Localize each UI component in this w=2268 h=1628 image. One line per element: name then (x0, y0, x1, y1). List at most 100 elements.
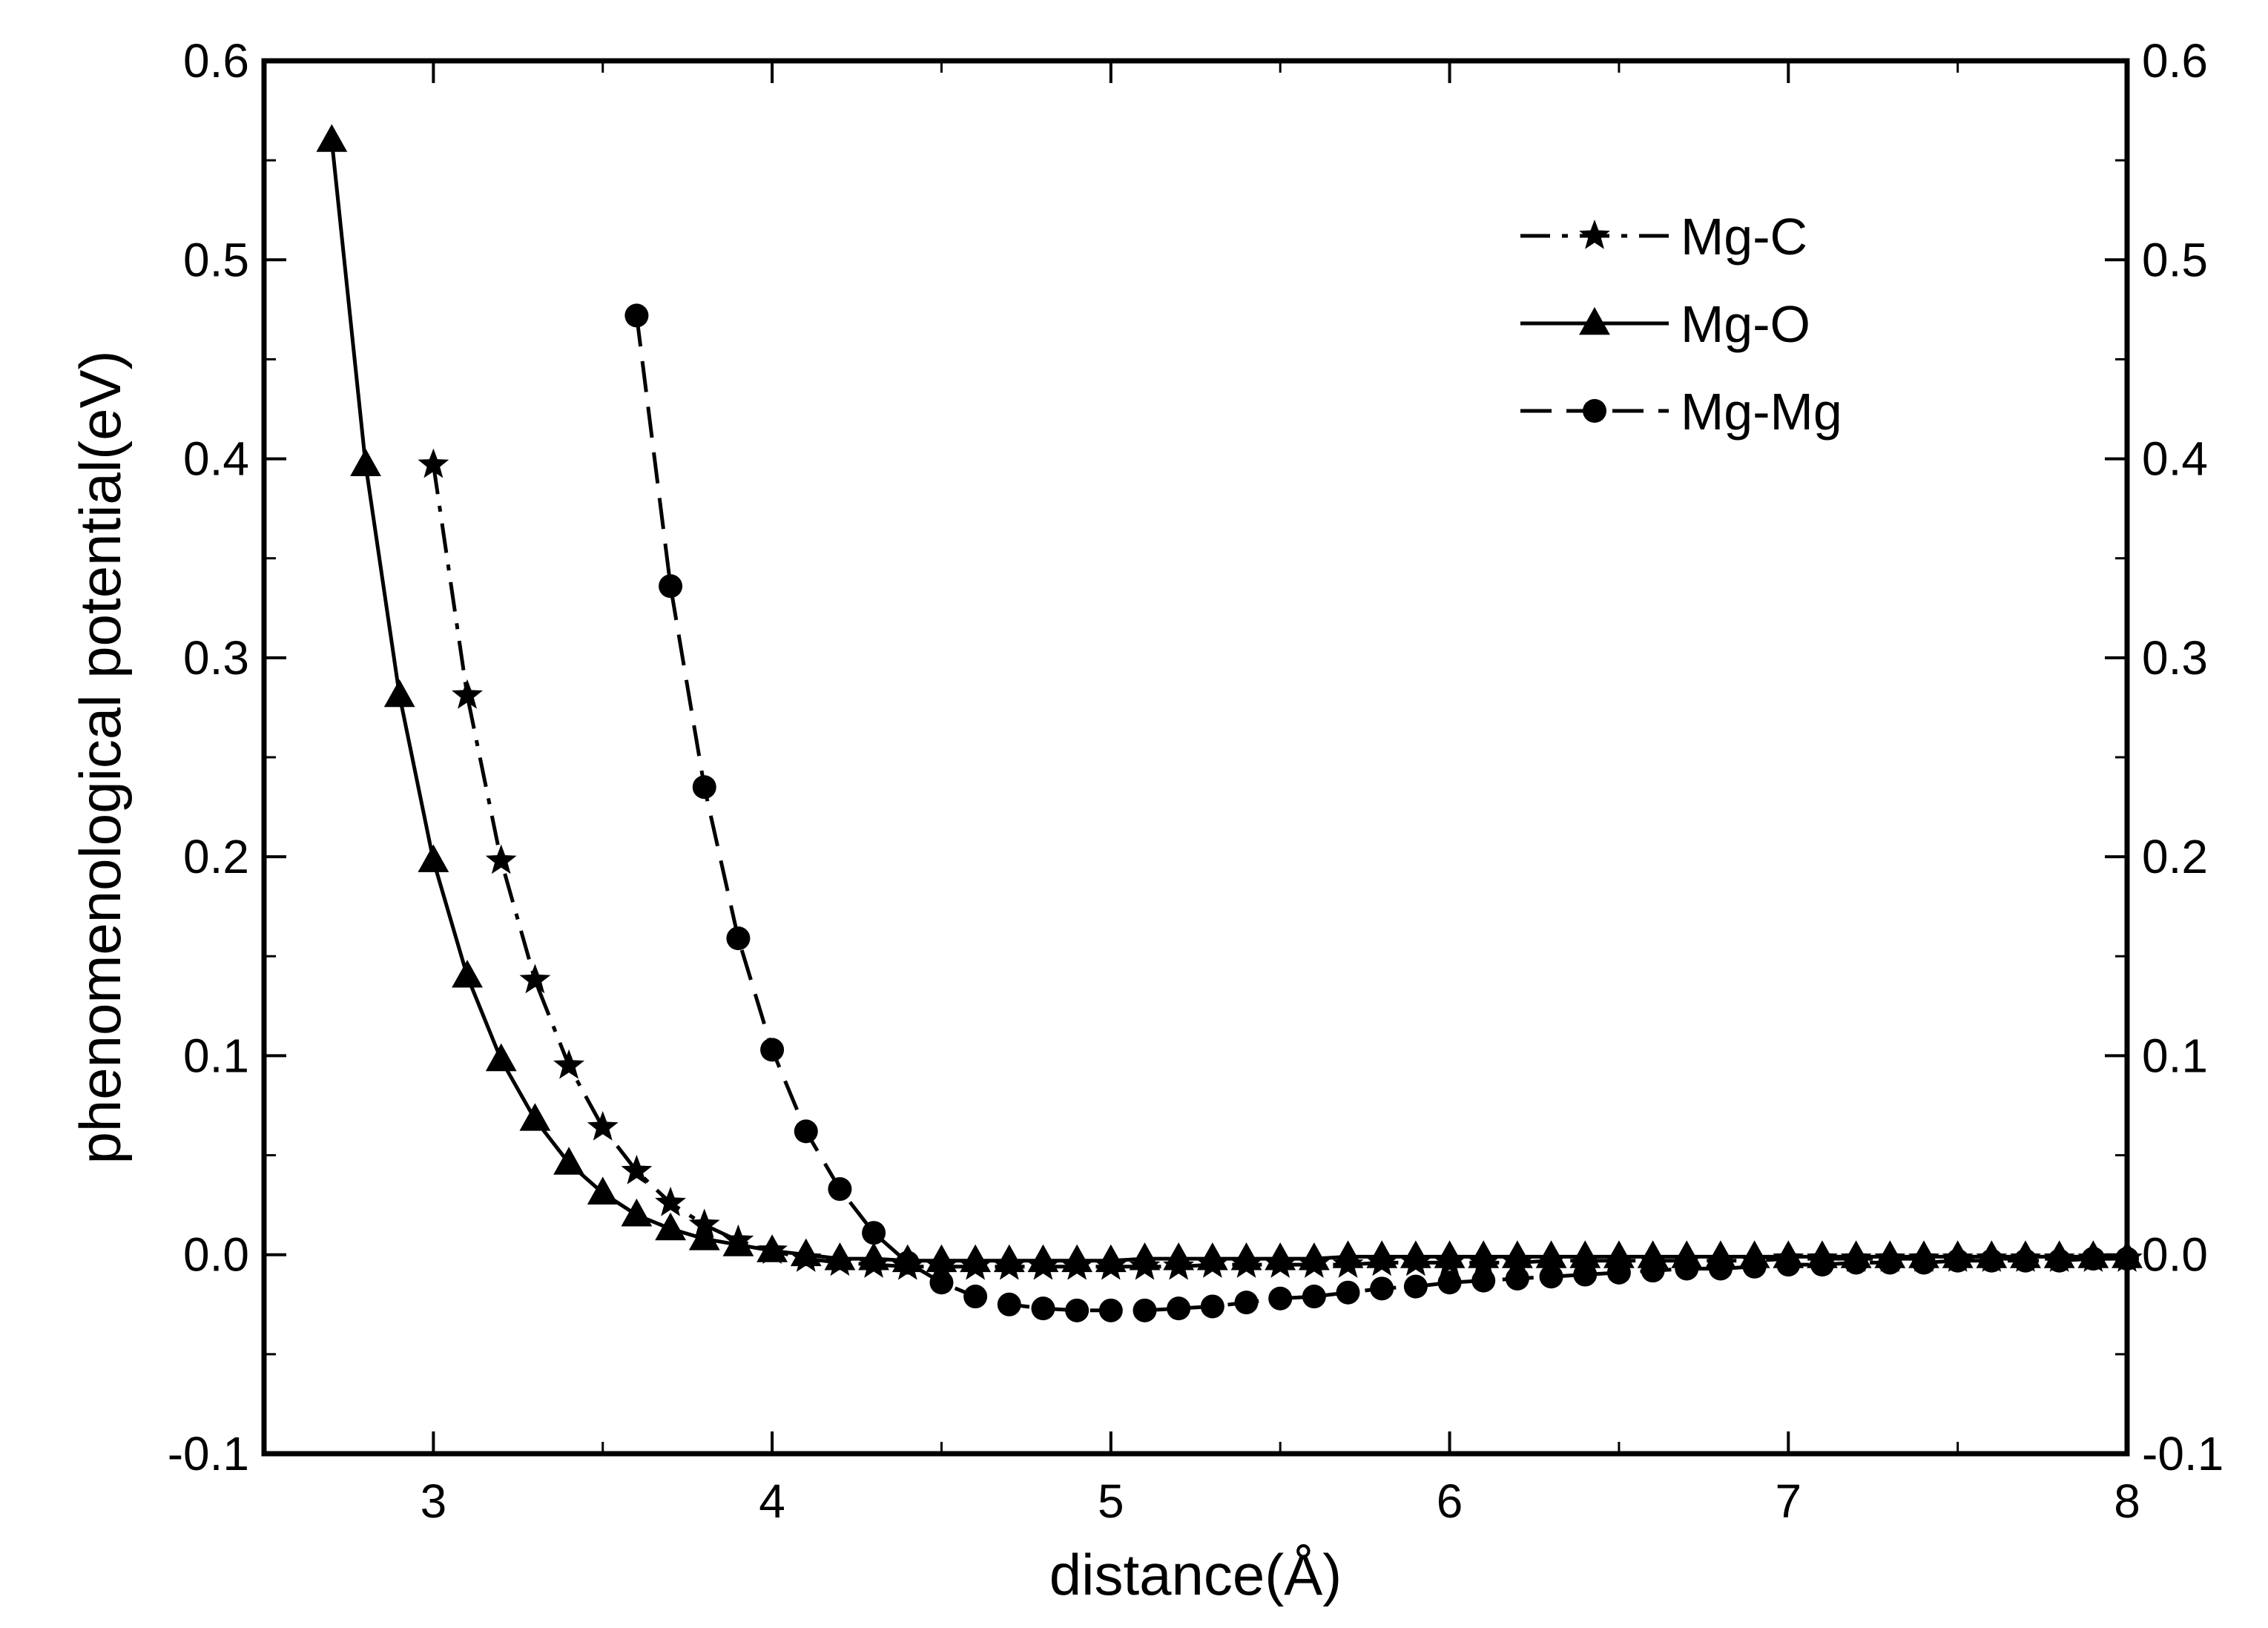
data-point-mg-o (1298, 1242, 1330, 1271)
data-point-mg-o (1129, 1242, 1161, 1271)
data-point-mg-mg (997, 1292, 1021, 1316)
data-point-mg-mg (1437, 1271, 1462, 1295)
y-tick-label: 0.0 (183, 1228, 249, 1282)
data-point-mg-mg (2081, 1247, 2106, 1271)
data-point-mg-o (383, 679, 415, 708)
data-point-mg-mg (1031, 1296, 1055, 1321)
data-point-mg-mg (659, 574, 683, 599)
data-point-mg-o (587, 1176, 619, 1204)
data-point-mg-o (1163, 1242, 1195, 1271)
data-point-mg-o (688, 1222, 720, 1250)
data-point-mg-mg (760, 1038, 785, 1062)
data-point-mg-o (1569, 1240, 1601, 1268)
data-point-mg-mg (1708, 1256, 1733, 1281)
y2-tick-label: 0.0 (2142, 1228, 2208, 1282)
labels-layer: 3 4 5 6 7 8-0.1 -0.10.0 0.00.1 0.10.2 0.20.3 0.30.… (168, 34, 2224, 1528)
data-point-mg-o (1434, 1240, 1466, 1268)
data-point-mg-mg (1844, 1250, 1868, 1275)
data-point-mg-c (621, 1155, 653, 1184)
data-point-mg-mg (1065, 1298, 1090, 1322)
data-point-mg-o (1265, 1242, 1296, 1271)
data-point-mg-o (452, 960, 483, 988)
data-point-mg-mg (1539, 1265, 1563, 1289)
legend-marker-mg-mg (1583, 399, 1606, 423)
data-point-mg-mg (1979, 1248, 2004, 1273)
data-point-mg-o (621, 1199, 653, 1227)
y2-tick-label: 0.2 (2142, 830, 2208, 883)
data-point-mg-o (1095, 1244, 1127, 1273)
data-point-mg-o (1603, 1240, 1635, 1268)
x-tick-label: 6 (1437, 1474, 1463, 1528)
data-point-mg-o (1501, 1240, 1533, 1268)
data-point-mg-mg (1675, 1256, 1699, 1281)
data-point-mg-mg (794, 1119, 818, 1144)
data-point-mg-o (553, 1147, 584, 1175)
data-point-mg-o (756, 1234, 788, 1262)
data-point-mg-c (418, 448, 449, 478)
data-point-mg-mg (1505, 1266, 1529, 1291)
x-tick-label: 5 (1098, 1474, 1124, 1528)
y-tick-label: 0.3 (183, 631, 249, 685)
data-point-mg-mg (1336, 1280, 1360, 1305)
y-tick-label: 0.6 (183, 34, 249, 88)
data-point-mg-mg (1167, 1296, 1191, 1321)
x-axis-title: distance(Å) (1049, 1542, 1342, 1607)
legend-marker-mg-c (1579, 220, 1610, 249)
data-point-mg-mg (1098, 1298, 1123, 1322)
data-point-mg-mg (1302, 1285, 1326, 1309)
y2-tick-label: 0.5 (2142, 233, 2208, 286)
data-point-mg-o (722, 1228, 754, 1256)
data-point-mg-mg (624, 303, 649, 328)
data-point-mg-o (1061, 1244, 1093, 1273)
data-point-mg-c (655, 1187, 686, 1216)
data-point-mg-c (452, 679, 483, 709)
data-point-mg-o (1637, 1240, 1669, 1268)
series-mg-mg (624, 303, 2139, 1322)
data-point-mg-mg (1471, 1268, 1496, 1293)
data-point-mg-mg (862, 1221, 886, 1245)
data-point-mg-o (1332, 1240, 1364, 1268)
data-point-mg-o (1230, 1242, 1262, 1271)
plot-frame (261, 58, 2130, 1457)
data-point-mg-mg (1945, 1248, 1970, 1273)
data-point-mg-o (1400, 1240, 1431, 1268)
data-point-mg-o (926, 1244, 957, 1273)
data-point-mg-mg (1878, 1250, 1902, 1275)
data-point-mg-o (790, 1238, 822, 1267)
data-point-mg-mg (929, 1271, 954, 1295)
data-point-mg-o (418, 844, 449, 872)
data-point-mg-o (655, 1212, 686, 1241)
x-tick-label: 8 (2114, 1474, 2140, 1528)
x-tick-label: 3 (421, 1474, 447, 1528)
data-point-mg-c (485, 844, 517, 874)
data-point-mg-o (824, 1242, 856, 1271)
series-line-mg-c (431, 464, 2127, 1269)
data-point-mg-o (1535, 1240, 1567, 1268)
data-point-mg-mg (1810, 1253, 1834, 1277)
data-point-mg-o (485, 1043, 517, 1072)
data-point-mg-o (519, 1103, 551, 1131)
data-point-mg-mg (895, 1250, 920, 1275)
x-tick-label: 7 (1775, 1474, 1801, 1528)
data-point-mg-o (960, 1244, 992, 1273)
data-point-mg-mg (1200, 1294, 1224, 1319)
data-point-mg-o (1468, 1240, 1500, 1268)
series-layer (316, 124, 2143, 1322)
data-point-mg-mg (1573, 1262, 1598, 1287)
y-tick-label: -0.1 (168, 1427, 249, 1480)
y-tick-label: 0.4 (183, 432, 249, 486)
data-point-mg-mg (1742, 1254, 1767, 1279)
legend: Mg-C Mg-O Mg-Mg (1520, 208, 1842, 441)
data-point-mg-c (519, 963, 551, 994)
data-point-mg-c (587, 1111, 619, 1141)
y-tick-label: 0.1 (183, 1029, 249, 1082)
data-point-mg-mg (1911, 1250, 1936, 1275)
data-point-mg-o (858, 1242, 890, 1271)
y2-tick-label: 0.6 (2142, 34, 2208, 88)
data-point-mg-mg (2047, 1248, 2071, 1273)
y2-tick-label: 0.1 (2142, 1029, 2208, 1082)
data-point-mg-o (316, 124, 348, 152)
y2-tick-label: 0.4 (2142, 432, 2208, 486)
